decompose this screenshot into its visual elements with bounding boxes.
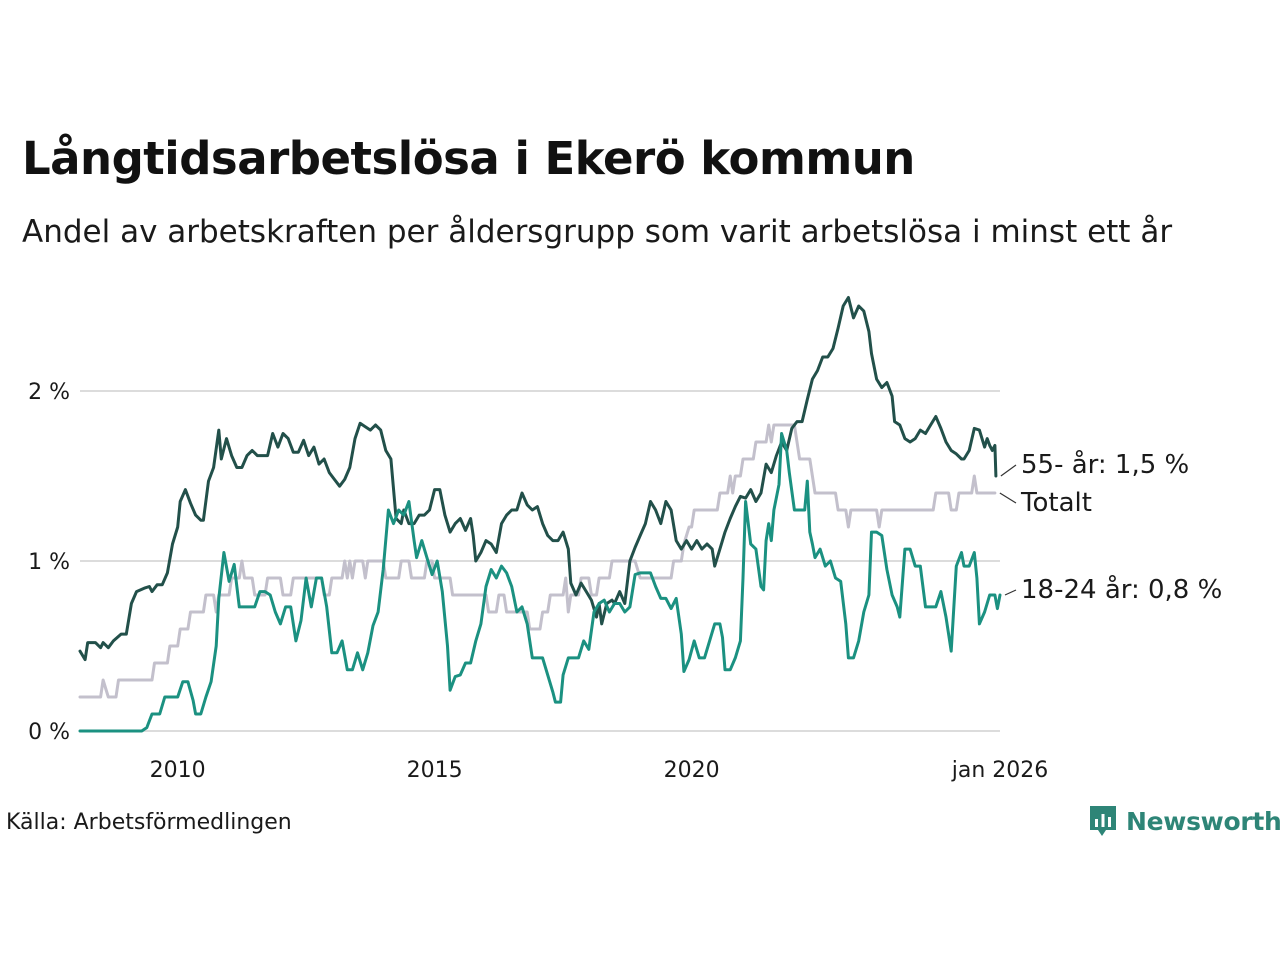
chart-subtitle: Andel av arbetskraften per åldersgrupp s… xyxy=(22,214,1173,250)
newsworthy-logo-icon xyxy=(1090,806,1116,836)
y-axis-tick-labels: 0 % 1 % 2 % xyxy=(28,380,70,745)
label-leader-line xyxy=(1004,589,1017,596)
label-leader-line xyxy=(1000,464,1017,477)
y-tick-label: 1 % xyxy=(28,550,70,575)
gridlines xyxy=(80,390,1000,732)
age-18-24-label: 18-24 år: 0,8 % xyxy=(1021,574,1222,605)
source-note: Källa: Arbetsförmedlingen xyxy=(6,810,292,835)
x-tick-label: 2015 xyxy=(407,758,463,783)
x-axis-tick-labels: 2010 2015 2020 jan 2026 xyxy=(150,758,1049,783)
totalt-label: Totalt xyxy=(1020,488,1092,518)
label-leader-line xyxy=(999,492,1017,504)
series-line-totalt xyxy=(78,423,997,699)
brand-name: Newsworthy xyxy=(1126,806,1280,836)
x-tick-label: 2010 xyxy=(150,758,206,783)
y-tick-label: 0 % xyxy=(28,720,70,745)
x-tick-label: jan 2026 xyxy=(951,758,1049,783)
series-line-18-24-r xyxy=(78,432,1002,733)
chart-title: Långtidsarbetslösa i Ekerö kommun xyxy=(22,132,915,185)
series-end-labels: Totalt 55- år: 1,5 % 18-24 år: 0,8 % xyxy=(999,449,1222,605)
series-line-55-r xyxy=(78,296,998,662)
age-55-label: 55- år: 1,5 % xyxy=(1021,449,1189,480)
y-tick-label: 2 % xyxy=(28,380,70,405)
x-tick-label: 2020 xyxy=(664,758,720,783)
series-lines xyxy=(78,296,1002,733)
brand-logo[interactable]: Newsworthy xyxy=(1088,804,1280,838)
